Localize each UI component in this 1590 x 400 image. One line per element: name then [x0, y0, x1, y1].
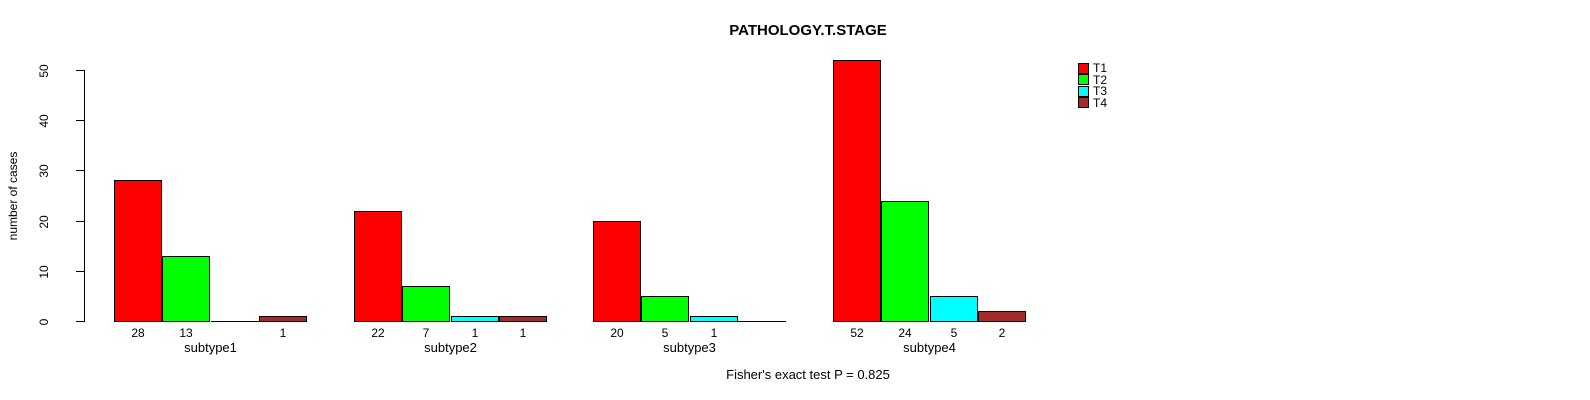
legend-item-T2: T2 — [1078, 74, 1107, 86]
bar-value-label: 20 — [610, 326, 624, 340]
bar-value-label: 22 — [371, 326, 385, 340]
bar-subtype1-T2 — [162, 256, 210, 322]
y-axis-label: number of cases — [6, 151, 20, 241]
legend-item-T1: T1 — [1078, 62, 1107, 74]
legend-label-T4: T4 — [1093, 95, 1108, 110]
x-category-label-subtype4: subtype4 — [903, 340, 956, 355]
bar-value-label: 1 — [710, 326, 718, 340]
bar-subtype3-T4 — [738, 321, 786, 322]
y-axis-line — [84, 70, 85, 322]
bar-value-label: 24 — [898, 326, 912, 340]
y-tick-label: 10 — [37, 264, 51, 279]
legend-swatch-T1 — [1078, 62, 1089, 74]
bar-value-label: 5 — [661, 326, 669, 340]
legend-item-T3: T3 — [1078, 85, 1107, 97]
y-tick-label: 20 — [37, 214, 51, 229]
bar-value-label: 1 — [279, 326, 287, 340]
fisher-test-caption: Fisher's exact test P = 0.825 — [726, 367, 890, 382]
y-tick-label: 30 — [37, 163, 51, 178]
x-category-label-subtype2: subtype2 — [424, 340, 477, 355]
legend-swatch-T3 — [1078, 85, 1089, 97]
bar-value-label: 1 — [471, 326, 479, 340]
y-tick — [76, 221, 85, 222]
bar-subtype2-T2 — [402, 286, 450, 322]
bar-value-label: 7 — [422, 326, 430, 340]
chart-title: PATHOLOGY.T.STAGE — [729, 22, 887, 39]
bar-subtype4-T1 — [833, 60, 881, 322]
y-tick — [76, 170, 85, 171]
y-tick — [76, 321, 85, 322]
bar-subtype4-T3 — [930, 296, 978, 322]
bar-subtype2-T4 — [499, 316, 547, 322]
bar-subtype1-T4 — [259, 316, 307, 322]
y-tick-label: 50 — [37, 63, 51, 78]
legend-label-T3: T3 — [1093, 84, 1108, 99]
bar-subtype2-T3 — [451, 316, 499, 322]
y-tick-label: 40 — [37, 113, 51, 128]
legend-item-T4: T4 — [1078, 97, 1107, 109]
legend-label-T2: T2 — [1093, 72, 1108, 87]
legend-swatch-T4 — [1078, 97, 1089, 109]
y-tick — [76, 271, 85, 272]
y-tick — [76, 70, 85, 71]
bar-value-label: 5 — [950, 326, 958, 340]
bar-subtype1-T1 — [114, 180, 162, 322]
bar-value-label: 1 — [519, 326, 527, 340]
bar-value-label: 52 — [850, 326, 864, 340]
bar-value-label: 13 — [179, 326, 193, 340]
bar-subtype4-T4 — [978, 311, 1026, 322]
bar-subtype1-T3 — [211, 321, 259, 322]
y-tick-label: 0 — [37, 318, 51, 325]
bar-value-label: 28 — [131, 326, 145, 340]
bar-subtype3-T3 — [690, 316, 738, 322]
bar-subtype3-T1 — [593, 221, 641, 322]
bar-subtype2-T1 — [354, 211, 402, 322]
legend-label-T1: T1 — [1093, 61, 1108, 75]
y-tick — [76, 120, 85, 121]
bar-subtype4-T2 — [881, 201, 929, 322]
legend-swatch-T2 — [1078, 74, 1089, 86]
bar-subtype3-T2 — [641, 296, 689, 322]
x-category-label-subtype1: subtype1 — [184, 340, 237, 355]
x-category-label-subtype3: subtype3 — [663, 340, 716, 355]
bar-value-label: 2 — [998, 326, 1006, 340]
